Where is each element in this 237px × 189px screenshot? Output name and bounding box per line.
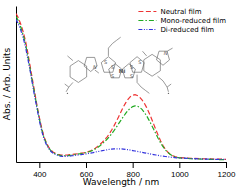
annotation: S (111, 73, 114, 79)
legend-label: Neutral film (160, 8, 201, 16)
structure-bond (167, 84, 171, 87)
legend-swatch (138, 29, 156, 30)
structure-dot (67, 93, 68, 94)
legend-item: Di-reduced film (138, 26, 214, 34)
series-line (16, 13, 226, 159)
structure-bond (163, 81, 167, 87)
x-tick-mark (179, 162, 180, 168)
annotation: N (164, 50, 168, 56)
legend-item: Neutral film (138, 8, 201, 16)
x-tick-mark (133, 162, 134, 168)
series-line (16, 19, 226, 159)
structure-bond (137, 75, 149, 94)
x-tick: 1000 (171, 162, 189, 179)
series-line (16, 16, 226, 159)
y-axis-title: Abs. / Arb. Units (2, 47, 12, 120)
structure (65, 37, 173, 94)
structure-dot (168, 93, 169, 94)
x-axis-title: Wavelength / nm (83, 177, 160, 187)
annotation: Ni (119, 68, 126, 74)
legend: Neutral filmMono-reduced filmDi-reduced … (138, 8, 226, 34)
annotation: S (104, 59, 107, 65)
structure-bond (130, 57, 144, 73)
annotation: S (130, 64, 133, 70)
annotation: S (111, 64, 114, 70)
y-axis-line (16, 7, 17, 163)
structure-bond (67, 56, 72, 61)
x-tick-label: 1000 (171, 170, 189, 179)
structure-bond (69, 82, 73, 87)
x-axis-line (17, 162, 227, 163)
x-tick-label: 400 (33, 170, 47, 179)
x-tick-label: 1200 (218, 170, 236, 179)
structure-bond (65, 84, 69, 87)
y-axis (16, 7, 17, 163)
structure-bond (158, 76, 163, 81)
annotation: N (93, 64, 97, 70)
structure-bond (143, 51, 147, 56)
structure-bond (101, 57, 115, 73)
legend-label: Di-reduced film (160, 26, 214, 34)
legend-swatch (138, 11, 156, 12)
x-tick: 400 (33, 162, 47, 179)
structure-bond (66, 87, 69, 92)
structure-bond (167, 87, 168, 92)
x-tick-mark (39, 162, 40, 168)
x-tick-mark (86, 162, 87, 168)
lines (16, 13, 226, 159)
legend-swatch (138, 20, 156, 21)
x-tick: 1200 (218, 162, 236, 179)
structure-bond (70, 61, 87, 83)
structure-bond (167, 48, 172, 51)
structure-bond (144, 54, 161, 76)
x-tick-mark (226, 162, 227, 168)
legend-label: Mono-reduced film (160, 17, 226, 25)
legend-item: Mono-reduced film (138, 17, 226, 25)
annotation: S (138, 59, 141, 65)
structure-bond (95, 70, 99, 73)
structure-bond (84, 57, 97, 71)
chart: 40060080010001200Wavelength / nmAbs. / A… (0, 0, 237, 189)
plot: 40060080010001200 (16, 7, 236, 179)
annotation: S (130, 73, 133, 79)
structure-bond (108, 37, 120, 56)
